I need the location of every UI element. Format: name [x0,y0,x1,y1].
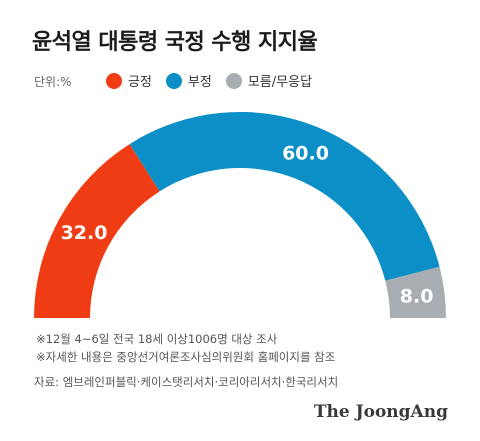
source-text: 자료: 엠브레인퍼블릭·케이스탯리서치·코리아리서치·한국리서치 [34,375,339,389]
legend: 긍정 부정 모름/무응답 [106,71,312,90]
legend-item-positive: 긍정 [106,71,152,90]
slice-unknown [385,266,446,318]
legend-label-negative: 부정 [187,75,212,90]
legend-label-positive: 긍정 [128,75,152,90]
legend-label-unknown: 모름/무응답 [247,75,313,90]
slice-label-negative: 60.0 [282,142,329,164]
legend-swatch-negative [165,72,182,89]
slice-label-positive: 32.0 [61,222,108,244]
publisher-logo: The JoongAng [313,402,448,422]
slice-negative [129,112,440,281]
legend-item-unknown: 모름/무응답 [225,71,313,90]
footnote-survey: ※12월 4~6일 전국 18세 이상1006명 대상 조사 [36,332,278,346]
unit-label: 단위:% [34,75,72,89]
legend-swatch-positive [106,72,122,89]
slice-label-unknown: 8.0 [400,286,434,308]
slice-positive [34,144,160,318]
legend-swatch-unknown [225,72,242,89]
footnotes: ※12월 4~6일 전국 18세 이상1006명 대상 조사 ※자세한 내용은 … [36,330,335,366]
footnote-reference: ※자세한 내용은 중앙선거여론조사심의위원회 홈페이지를 참조 [36,350,336,364]
legend-item-negative: 부정 [165,71,212,90]
chart-title: 윤석열 대통령 국정 수행 지지율 [32,30,318,55]
